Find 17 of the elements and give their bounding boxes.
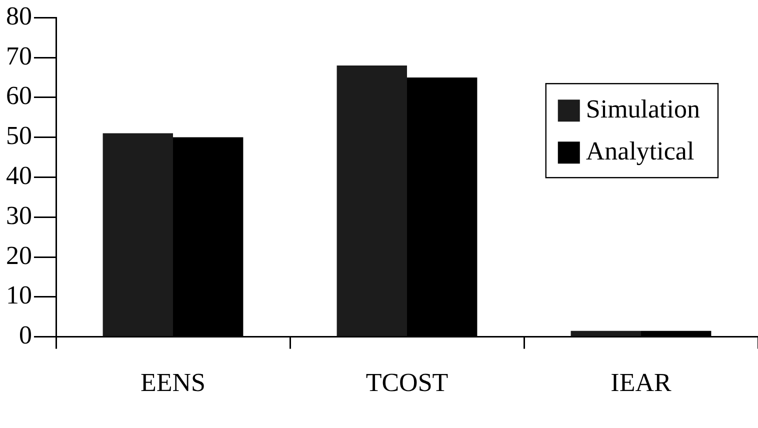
bar xyxy=(102,133,173,336)
legend-label: Analytical xyxy=(586,136,694,166)
bar xyxy=(336,65,407,336)
x-tick-label: IEAR xyxy=(610,368,672,398)
y-tick-label: 50 xyxy=(6,121,32,150)
legend-label: Simulation xyxy=(586,94,700,124)
y-tick-label: 40 xyxy=(6,161,32,190)
x-tick-label: EENS xyxy=(140,368,206,398)
y-tick-label: 10 xyxy=(6,280,32,310)
y-tick-label: 30 xyxy=(6,200,32,230)
y-tick-label: 70 xyxy=(6,41,32,70)
y-tick-label: 0 xyxy=(19,320,32,350)
bar xyxy=(570,330,641,336)
y-tick-label: 20 xyxy=(6,240,32,270)
y-tick-label: 80 xyxy=(6,1,32,30)
x-tick-label: TCOST xyxy=(366,368,448,398)
y-tick-label: 60 xyxy=(6,81,32,110)
